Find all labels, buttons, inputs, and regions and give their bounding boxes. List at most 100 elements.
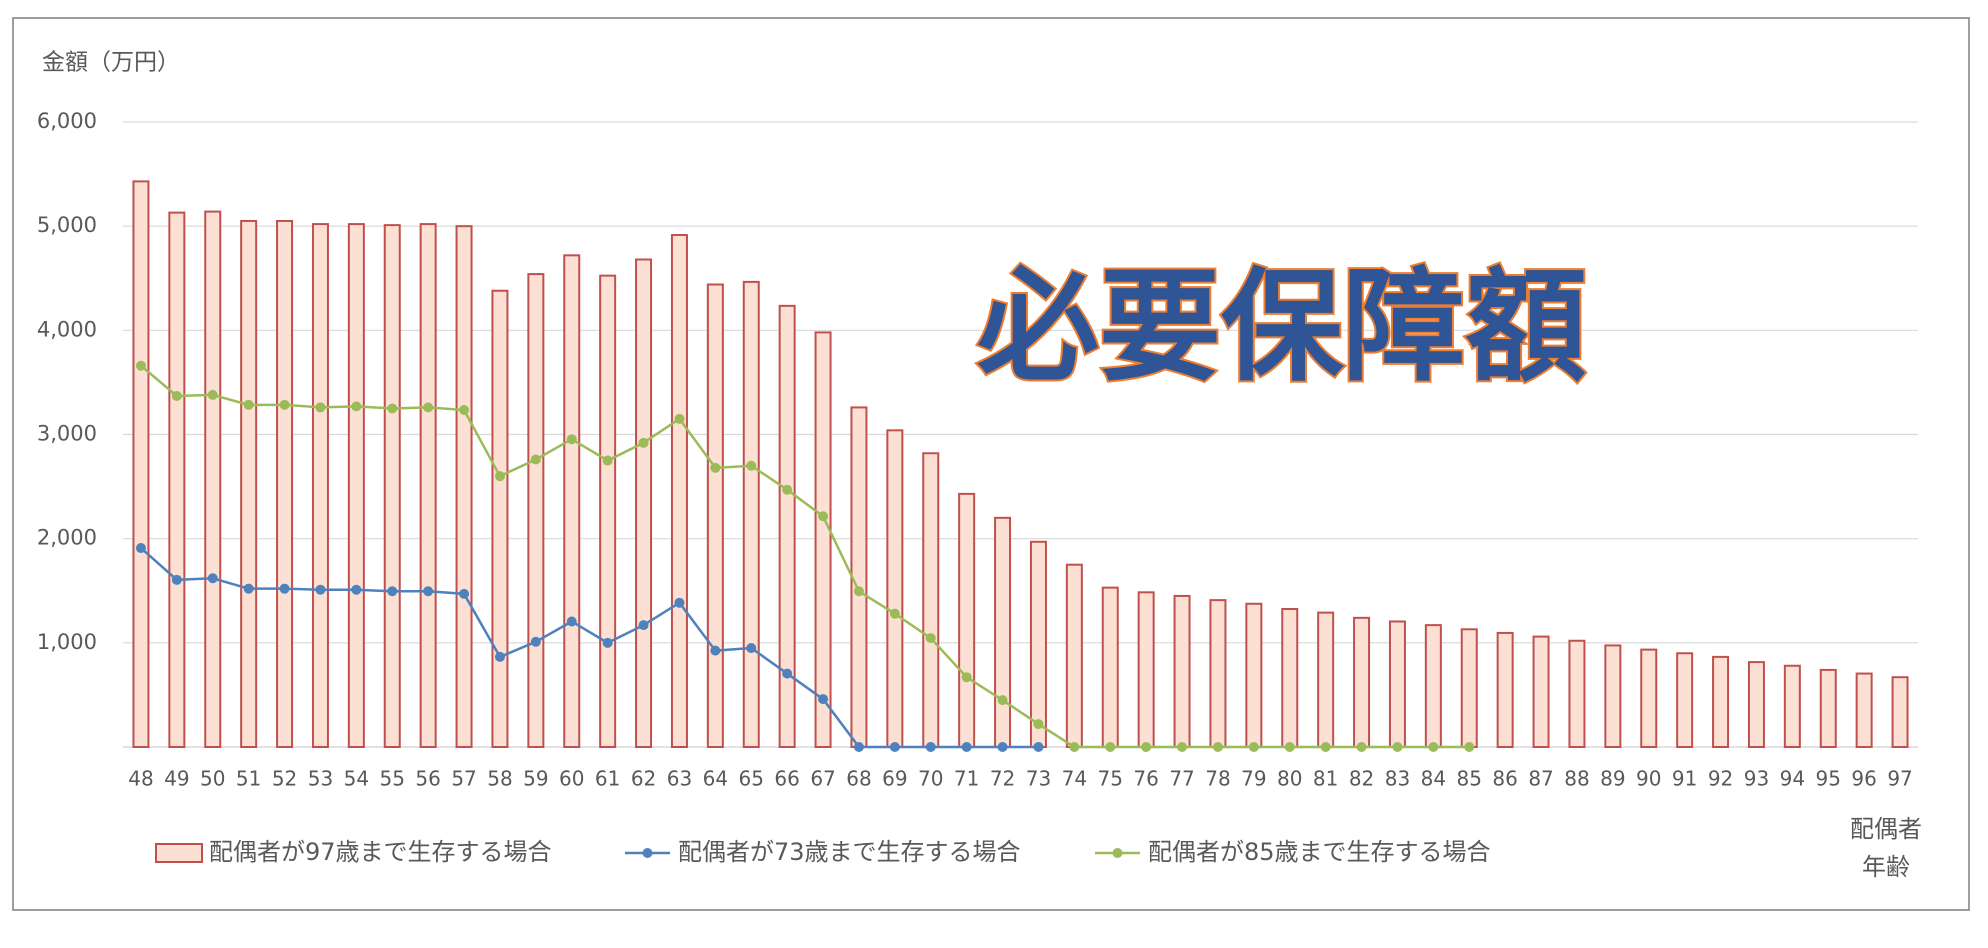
x-tick-label: 85 [1457, 767, 1482, 791]
bar [778, 304, 796, 748]
line [140, 364, 1470, 749]
y-tick-label: 4,000 [37, 317, 97, 341]
point [997, 742, 1008, 752]
x-tick-label: 83 [1385, 767, 1410, 791]
x-tick-label: 70 [918, 767, 943, 791]
x-tick-label: 82 [1349, 767, 1374, 791]
point [1033, 719, 1044, 730]
bar [886, 429, 904, 748]
x-tick-label: 71 [954, 767, 979, 791]
point [1464, 742, 1475, 752]
x-tick-label: 88 [1564, 767, 1589, 791]
bar [204, 210, 222, 749]
bar [383, 224, 401, 748]
bar [1819, 668, 1837, 749]
legend-swatch [155, 843, 203, 863]
chart-border [12, 17, 1970, 911]
point [423, 402, 434, 413]
x-tick-label: 89 [1600, 767, 1625, 791]
point [171, 574, 182, 585]
bar [1747, 661, 1765, 749]
point [1212, 742, 1223, 752]
point [387, 403, 398, 414]
bar [168, 211, 186, 748]
bar [1604, 644, 1622, 748]
bar [347, 223, 365, 749]
point [387, 586, 398, 597]
point [818, 694, 829, 705]
point [315, 584, 326, 595]
x-tick-label: 58 [487, 767, 512, 791]
bar [1281, 607, 1299, 749]
legend-swatch [642, 848, 653, 858]
bar [1424, 624, 1442, 748]
line [140, 547, 1039, 749]
point [1356, 742, 1367, 752]
x-tick-label: 84 [1421, 767, 1446, 791]
bar [1640, 648, 1658, 749]
bar [240, 219, 258, 749]
point [171, 390, 182, 401]
legend-label: 配偶者が97歳まで生存する場合 [209, 838, 552, 866]
legend-swatch [1112, 848, 1123, 858]
point [1105, 742, 1116, 752]
y-tick-label: 6,000 [37, 109, 97, 133]
x-tick-label: 49 [164, 767, 189, 791]
point [1177, 742, 1188, 752]
bar [419, 223, 437, 749]
x-tick-label: 62 [631, 767, 656, 791]
bar [1101, 586, 1119, 748]
x-tick-label: 76 [1133, 767, 1158, 791]
x-axis-label: 配偶者 [1850, 815, 1922, 843]
x-tick-label: 50 [200, 767, 225, 791]
point [925, 633, 936, 644]
x-tick-label: 67 [810, 767, 835, 791]
x-tick-label: 54 [344, 767, 369, 791]
x-tick-label: 57 [451, 767, 476, 791]
x-tick-label: 64 [703, 767, 728, 791]
x-tick-label: 66 [774, 767, 799, 791]
point [566, 616, 577, 627]
bar [1676, 652, 1694, 748]
x-tick-label: 63 [667, 767, 692, 791]
bar [1173, 594, 1191, 748]
bar [276, 219, 294, 749]
x-tick-label: 74 [1062, 767, 1087, 791]
x-tick-label: 75 [1098, 767, 1123, 791]
bar [563, 254, 581, 748]
bar [1532, 635, 1550, 748]
y-tick-label: 5,000 [37, 213, 97, 237]
bar [1783, 664, 1801, 748]
x-tick-label: 61 [595, 767, 620, 791]
point [243, 583, 254, 594]
bar [994, 516, 1012, 748]
x-tick-label: 56 [415, 767, 440, 791]
x-tick-label: 68 [846, 767, 871, 791]
y-tick-label: 1,000 [37, 630, 97, 654]
point [423, 586, 434, 597]
point [818, 511, 829, 522]
point [243, 399, 254, 410]
bar [311, 223, 329, 749]
point [279, 583, 290, 594]
point [746, 643, 757, 654]
y-axis-label: 金額（万円） [42, 50, 180, 76]
bar [1496, 631, 1514, 748]
point [351, 401, 362, 412]
bar [1568, 639, 1586, 748]
x-tick-label: 53 [308, 767, 333, 791]
x-tick-label: 91 [1672, 767, 1697, 791]
bar [635, 258, 653, 748]
bar [1353, 616, 1371, 748]
point [351, 584, 362, 595]
bar [850, 406, 868, 748]
point [710, 462, 721, 473]
point [494, 471, 505, 482]
point [602, 455, 613, 466]
chart-title: 必要保障額 [977, 256, 1587, 398]
point [1033, 742, 1044, 752]
point [207, 389, 218, 400]
y-tick-label: 2,000 [37, 526, 97, 550]
bar [1388, 620, 1406, 749]
